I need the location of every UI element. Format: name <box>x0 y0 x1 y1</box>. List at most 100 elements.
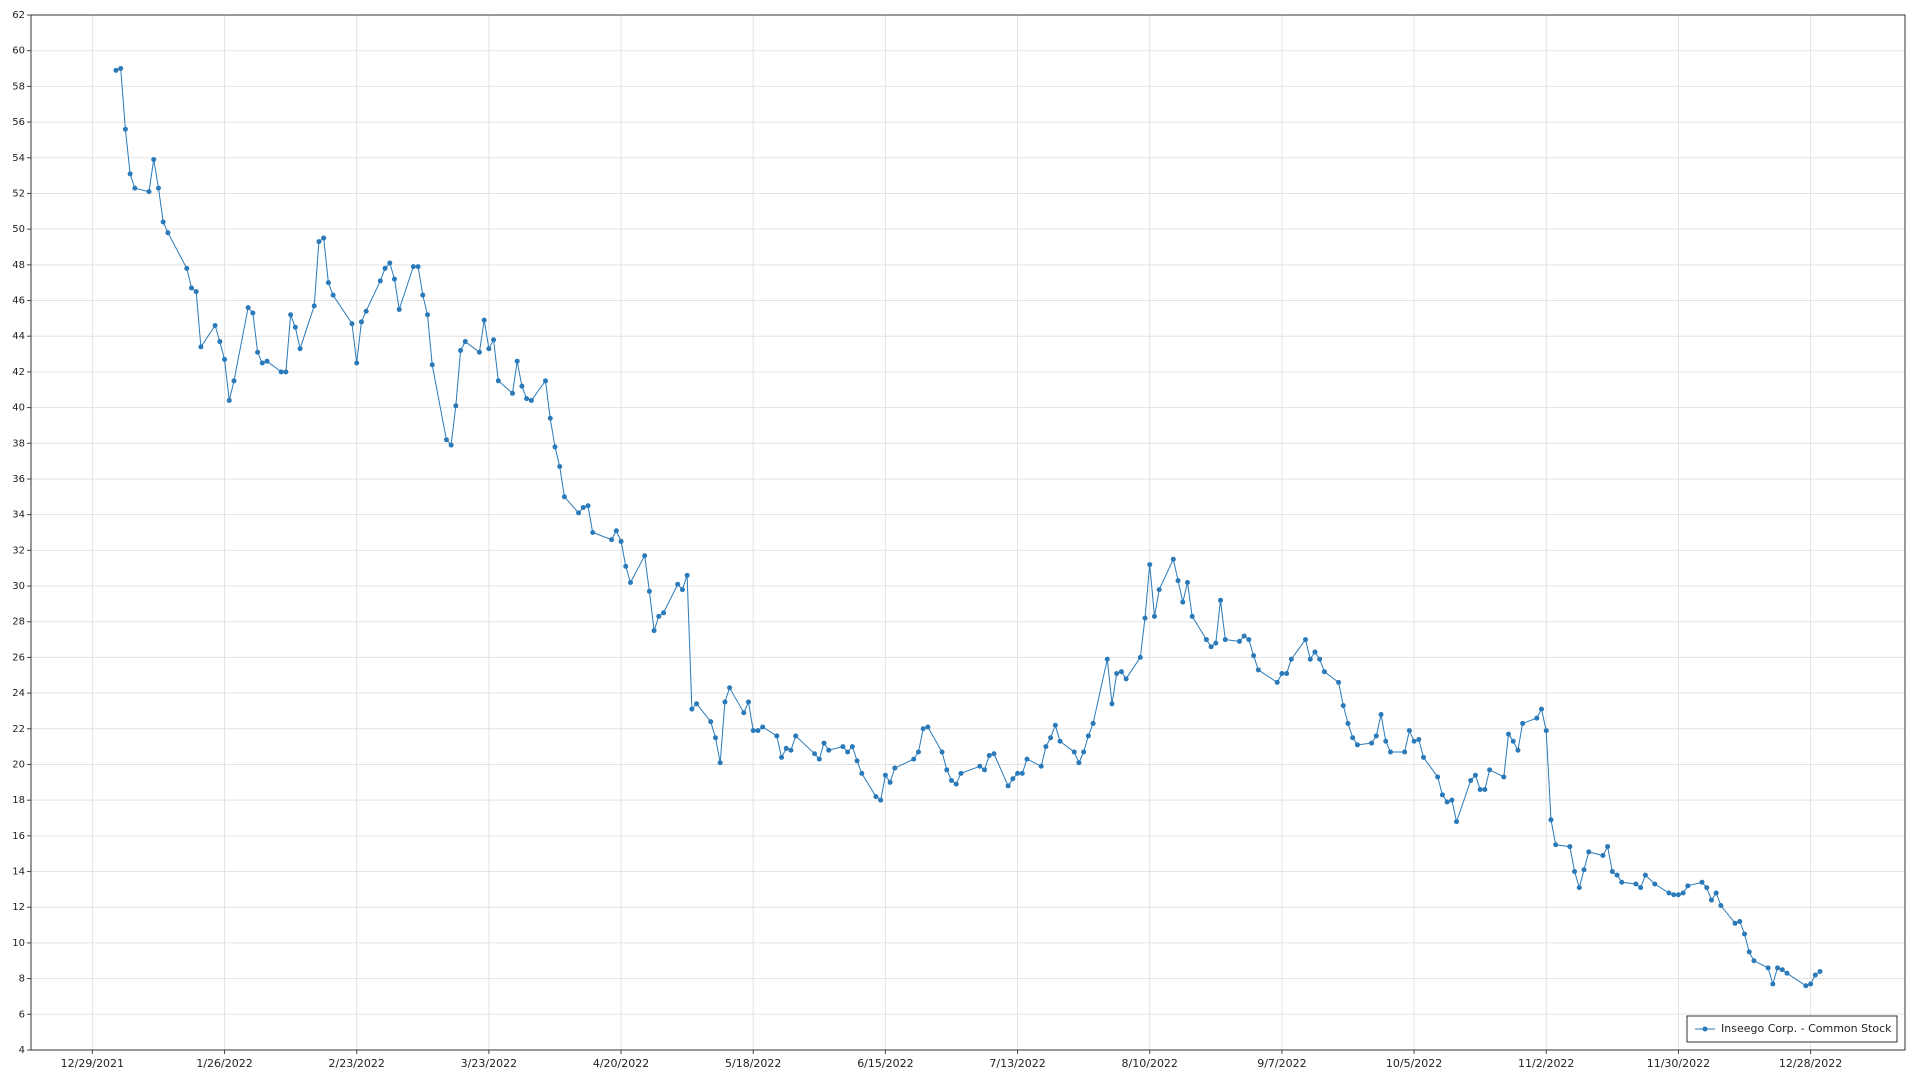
data-point <box>1619 879 1625 885</box>
y-tick-label: 46 <box>12 296 25 307</box>
y-tick-label: 42 <box>12 367 25 378</box>
data-point <box>155 185 161 191</box>
data-point <box>1718 902 1724 908</box>
data-point <box>429 362 435 368</box>
data-point <box>840 744 846 750</box>
data-point <box>1406 728 1412 734</box>
data-point <box>1057 738 1063 744</box>
data-point <box>1317 656 1323 662</box>
data-point <box>160 219 166 225</box>
data-point <box>231 378 237 384</box>
y-tick-label: 40 <box>12 403 25 414</box>
data-point <box>255 349 261 355</box>
data-point <box>1472 772 1478 778</box>
data-point <box>354 360 360 366</box>
data-point <box>882 772 888 778</box>
data-point <box>679 587 685 593</box>
data-point <box>330 292 336 298</box>
data-point <box>1487 767 1493 773</box>
data-point <box>675 581 681 587</box>
data-point <box>1312 649 1318 655</box>
data-point <box>1609 869 1615 875</box>
data-point <box>826 747 832 753</box>
data-point <box>878 797 884 803</box>
data-point <box>708 719 714 725</box>
data-point <box>651 628 657 634</box>
y-tick-label: 8 <box>19 974 25 985</box>
data-point <box>198 344 204 350</box>
data-point <box>245 305 251 311</box>
x-tick-label: 5/18/2022 <box>725 1057 781 1070</box>
data-point <box>788 747 794 753</box>
data-point <box>1435 774 1441 780</box>
data-point <box>627 579 633 585</box>
data-point <box>1350 735 1356 741</box>
data-point <box>283 369 289 375</box>
data-point <box>911 756 917 762</box>
data-point <box>165 230 171 236</box>
data-point <box>193 289 199 295</box>
x-tick-label: 8/10/2022 <box>1122 1057 1178 1070</box>
data-point <box>982 767 988 773</box>
data-point <box>396 306 402 312</box>
data-point <box>524 396 530 402</box>
data-point <box>892 765 898 771</box>
data-point <box>925 724 931 730</box>
data-point <box>1539 706 1545 712</box>
y-tick-label: 12 <box>12 902 25 913</box>
data-point <box>448 442 454 448</box>
data-point <box>887 779 893 785</box>
y-tick-label: 52 <box>12 188 25 199</box>
x-tick-label: 11/30/2022 <box>1647 1057 1710 1070</box>
data-point <box>1614 872 1620 878</box>
data-point <box>953 781 959 787</box>
data-point <box>363 308 369 314</box>
data-point <box>1109 701 1115 707</box>
data-point <box>1572 869 1578 875</box>
data-point <box>1251 653 1257 659</box>
data-point <box>727 685 733 691</box>
data-point <box>859 770 865 776</box>
data-point <box>1505 731 1511 737</box>
data-point <box>1274 679 1280 685</box>
x-tick-label: 2/23/2022 <box>329 1057 385 1070</box>
data-point <box>1548 817 1554 823</box>
data-point <box>113 67 119 73</box>
data-point <box>1015 770 1021 776</box>
y-tick-label: 44 <box>12 331 25 342</box>
data-point <box>1378 712 1384 718</box>
data-point <box>146 189 152 195</box>
data-point <box>1746 949 1752 955</box>
data-point <box>580 505 586 511</box>
data-point <box>1812 972 1818 978</box>
x-tick-label: 12/29/2021 <box>61 1057 124 1070</box>
data-point <box>590 530 596 535</box>
data-point <box>793 733 799 739</box>
data-point <box>226 397 232 403</box>
data-point <box>462 339 468 345</box>
data-point <box>1203 637 1209 643</box>
data-point <box>821 740 827 746</box>
data-point <box>547 415 553 421</box>
data-point <box>1817 968 1823 974</box>
y-tick-label: 16 <box>12 831 25 842</box>
y-tick-label: 56 <box>12 117 25 128</box>
data-point <box>1421 754 1427 760</box>
x-tick-label: 7/13/2022 <box>989 1057 1045 1070</box>
data-point <box>1321 669 1327 675</box>
data-point <box>1218 597 1224 603</box>
y-tick-label: 14 <box>12 867 25 878</box>
x-tick-label: 1/26/2022 <box>196 1057 252 1070</box>
y-tick-label: 58 <box>12 81 25 92</box>
data-point <box>1369 740 1375 746</box>
data-point <box>292 324 298 330</box>
data-point <box>391 276 397 282</box>
data-point <box>1713 890 1719 896</box>
data-point <box>750 728 756 734</box>
data-point <box>387 260 393 266</box>
data-point <box>1038 763 1044 769</box>
data-point <box>1520 720 1526 726</box>
data-point <box>250 310 256 316</box>
data-point <box>991 751 997 757</box>
data-point <box>646 588 652 594</box>
